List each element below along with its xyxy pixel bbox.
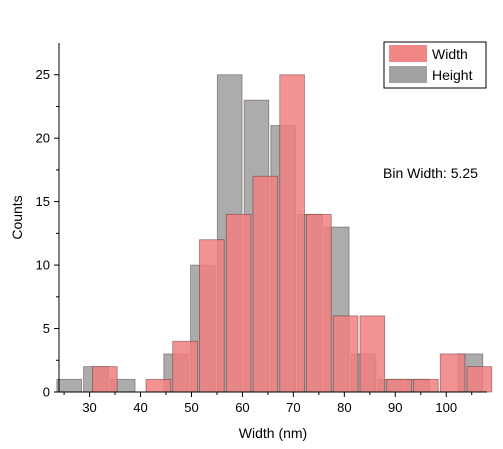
bar-width-8: [332, 315, 359, 393]
bar-height-0: [56, 378, 82, 393]
bar-width-3: [199, 239, 225, 393]
y-tick-label: 20: [36, 131, 50, 146]
y-tick-label: 0: [43, 385, 50, 400]
legend-label-height: Height: [432, 67, 473, 83]
ticks-layer: 30 40 50 60 70 80 90 100 0 5 10 15 20 25: [36, 67, 473, 415]
bar-width-1: [145, 378, 172, 393]
bar-width-7: [306, 213, 332, 393]
bar-width-0: [92, 366, 118, 393]
bar-width-9: [359, 315, 386, 393]
bars-layer: [56, 74, 493, 393]
bar-width-6: [279, 74, 305, 393]
legend-label-width: Width: [432, 46, 468, 62]
x-tick-label: 90: [388, 400, 402, 415]
y-tick-label: 25: [36, 67, 50, 82]
x-tick-label: 50: [184, 400, 198, 415]
x-tick-label: 30: [82, 400, 96, 415]
y-tick-label: 15: [36, 194, 50, 209]
bar-width-2: [172, 340, 198, 393]
x-tick-label: 80: [337, 400, 351, 415]
bin-width-annotation: Bin Width: 5.25: [383, 165, 478, 181]
bar-width-10: [386, 378, 412, 393]
bar-width-11: [413, 378, 439, 393]
x-axis-title: Width (nm): [239, 425, 307, 441]
bar-width-13: [466, 366, 493, 393]
y-tick-label: 5: [43, 321, 50, 336]
y-axis-title: Counts: [9, 195, 25, 239]
x-tick-label: 70: [286, 400, 300, 415]
x-tick-label: 60: [235, 400, 249, 415]
legend-swatch-height: [389, 66, 427, 83]
axes-layer: [58, 43, 487, 393]
x-tick-label: 100: [435, 400, 457, 415]
x-tick-label: 40: [133, 400, 147, 415]
legend-swatch-width: [389, 45, 427, 62]
y-tick-label: 10: [36, 258, 50, 273]
bar-width-12: [439, 353, 466, 393]
legend: Width Height: [383, 41, 487, 89]
bar-width-5: [252, 175, 279, 393]
bar-width-4: [225, 213, 252, 393]
